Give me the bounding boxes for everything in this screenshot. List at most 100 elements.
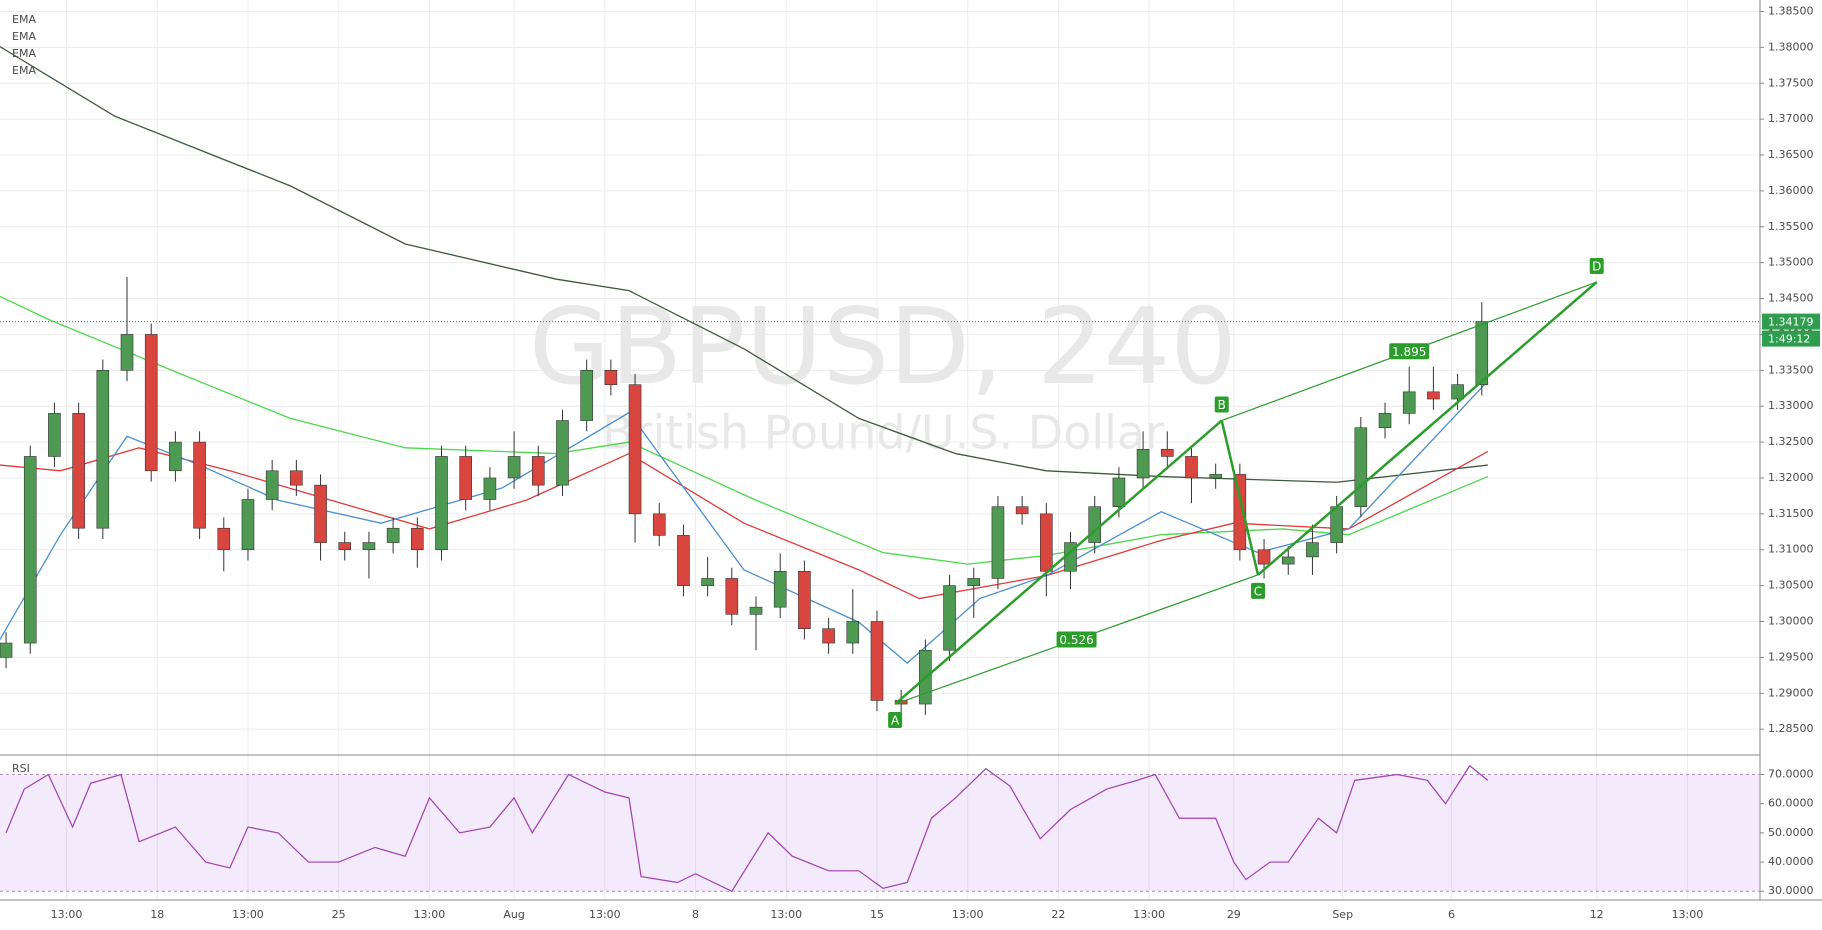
pattern-line xyxy=(1220,420,1260,576)
candle-body xyxy=(169,441,182,472)
y-tick-label: 1.30500 xyxy=(1768,579,1814,592)
last-price-label: 1.34179 xyxy=(1768,316,1814,329)
candle-body xyxy=(23,456,37,644)
y-tick-label: 1.37000 xyxy=(1768,112,1814,125)
candle-body xyxy=(846,621,860,644)
y-tick-label: 1.36500 xyxy=(1768,148,1814,161)
legend-entry: EMA xyxy=(12,13,36,26)
candle-body xyxy=(1088,506,1102,543)
candle-body xyxy=(1378,413,1392,429)
x-tick-label: 22 xyxy=(1051,908,1065,921)
candle-body xyxy=(1281,556,1295,565)
ema-line xyxy=(0,46,1488,483)
y-tick-label: 1.32500 xyxy=(1768,435,1814,448)
candle-body xyxy=(411,527,424,551)
candle-body xyxy=(701,578,714,586)
candle-body xyxy=(725,578,739,615)
candle-body xyxy=(72,413,85,529)
x-tick-label: 13:00 xyxy=(589,908,621,921)
candle-body xyxy=(1160,448,1174,457)
y-tick-label: 1.29000 xyxy=(1768,686,1814,699)
x-tick-label: 25 xyxy=(332,908,346,921)
watermark-subtitle: British Pound/U.S. Dollar xyxy=(602,406,1164,460)
candle-body xyxy=(1040,513,1053,572)
pattern-point-label: B xyxy=(1218,398,1226,412)
pattern-line xyxy=(1257,281,1598,576)
x-tick-label: 13:00 xyxy=(1133,908,1165,921)
rsi-band xyxy=(0,774,1760,892)
candle-body xyxy=(652,513,666,536)
candle-body xyxy=(1185,456,1198,479)
x-tick-label: 13:00 xyxy=(952,908,984,921)
ratio-box xyxy=(1389,343,1430,360)
legend-entry: EMA xyxy=(12,30,36,43)
candle-body xyxy=(1136,448,1150,479)
x-tick-label: 12 xyxy=(1590,908,1604,921)
candle-body xyxy=(773,570,787,608)
candle-body xyxy=(943,585,956,651)
pattern-point-label: D xyxy=(1592,260,1601,274)
countdown-label: 1:49:12 xyxy=(1768,333,1810,346)
y-tick-label: 1.33500 xyxy=(1768,363,1814,376)
rsi-label: RSI xyxy=(12,762,30,775)
grid xyxy=(0,0,1760,900)
candle-body xyxy=(1306,542,1319,558)
candle-body xyxy=(604,370,618,385)
y-tick-label: 1.32000 xyxy=(1768,471,1814,484)
rsi-y-tick-label: 50.0000 xyxy=(1768,826,1814,839)
x-tick-label: 8 xyxy=(692,908,699,921)
watermark-title: GBPUSD, 240 xyxy=(529,286,1237,408)
y-tick-label: 1.31500 xyxy=(1768,507,1814,520)
candle-body xyxy=(580,370,593,421)
pattern-point-box xyxy=(888,712,903,729)
candle-body xyxy=(362,542,376,551)
candle-body xyxy=(967,578,981,586)
candle-body xyxy=(1112,477,1126,507)
countdown-box xyxy=(1762,330,1820,347)
candle-body xyxy=(1015,506,1029,515)
x-tick-label: 13:00 xyxy=(414,908,446,921)
rsi-line xyxy=(5,764,1489,893)
candle-body xyxy=(1257,549,1271,565)
candle-body xyxy=(556,420,569,486)
rsi-y-tick-label: 60.0000 xyxy=(1768,797,1814,810)
x-tick-label: 13:00 xyxy=(51,908,83,921)
candle-body xyxy=(628,384,642,515)
rsi-y-tick-label: 70.0000 xyxy=(1768,768,1814,781)
y-tick-label: 1.29500 xyxy=(1768,650,1814,663)
candle-body xyxy=(96,370,110,529)
legend-entry: EMA xyxy=(12,47,36,60)
x-tick-label: 13:00 xyxy=(232,908,264,921)
x-tick-label: Sep xyxy=(1332,908,1353,921)
pattern-point-box xyxy=(1251,582,1266,599)
candle-body xyxy=(531,456,545,486)
candle-body xyxy=(677,535,690,586)
pattern-line xyxy=(894,419,1223,705)
candle-body xyxy=(338,542,352,551)
pattern-point-box xyxy=(1214,396,1229,413)
y-tick-label: 1.38000 xyxy=(1768,40,1814,53)
candle-body xyxy=(193,441,206,529)
candle-body xyxy=(144,334,158,472)
candle-body xyxy=(217,527,231,551)
rsi-y-tick-label: 30.0000 xyxy=(1768,884,1814,897)
candle-body xyxy=(120,334,134,371)
ratio-box xyxy=(1056,631,1097,648)
candle-body xyxy=(1354,427,1368,507)
candle-body xyxy=(314,484,327,543)
y-tick-label: 1.34500 xyxy=(1768,292,1814,305)
pattern-point-label: A xyxy=(891,714,900,728)
candle-body xyxy=(386,527,400,543)
candle-body xyxy=(0,642,13,658)
candle-body xyxy=(1427,391,1440,400)
candle-body xyxy=(1402,391,1416,414)
candle-body xyxy=(822,628,835,644)
legend-entry: EMA xyxy=(12,64,36,77)
x-tick-label: 29 xyxy=(1227,908,1241,921)
x-tick-label: 18 xyxy=(150,908,164,921)
candle-body xyxy=(749,606,763,615)
y-tick-label: 1.35000 xyxy=(1768,256,1814,269)
y-tick-label: 1.35500 xyxy=(1768,220,1814,233)
